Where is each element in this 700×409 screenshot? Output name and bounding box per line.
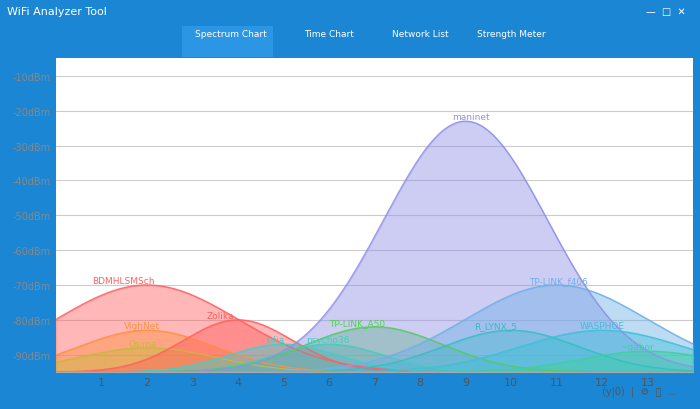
Text: Spectrum Chart: Spectrum Chart [195, 30, 267, 39]
Text: Time Chart: Time Chart [304, 30, 354, 39]
Text: TP-LINK_A50: TP-LINK_A50 [329, 318, 385, 327]
Text: (y|0)  |  ⚙  ⓘ  ...: (y|0) | ⚙ ⓘ ... [602, 385, 677, 396]
FancyBboxPatch shape [182, 27, 273, 58]
Text: WASPHOE: WASPHOE [580, 321, 624, 330]
Text: VighNet: VighNet [125, 321, 160, 330]
Text: R_LYNX_5: R_LYNX_5 [475, 321, 517, 330]
Text: Network List: Network List [392, 30, 448, 39]
Text: —  □  ✕: — □ ✕ [646, 7, 686, 18]
Text: maninet: maninet [452, 113, 489, 122]
Text: Zolika: Zolika [206, 311, 234, 320]
Text: TP-LINK_f406: TP-LINK_f406 [529, 276, 588, 285]
Text: ~gabor: ~gabor [620, 342, 654, 351]
Text: Osima: Osima [129, 339, 158, 348]
Text: psycho36: psycho36 [307, 335, 350, 344]
Text: WiFi Analyzer Tool: WiFi Analyzer Tool [7, 7, 107, 18]
Text: Julia: Julia [265, 335, 284, 344]
Text: BDMHLSMSch: BDMHLSMSch [92, 276, 155, 285]
Text: Strength Meter: Strength Meter [477, 30, 545, 39]
